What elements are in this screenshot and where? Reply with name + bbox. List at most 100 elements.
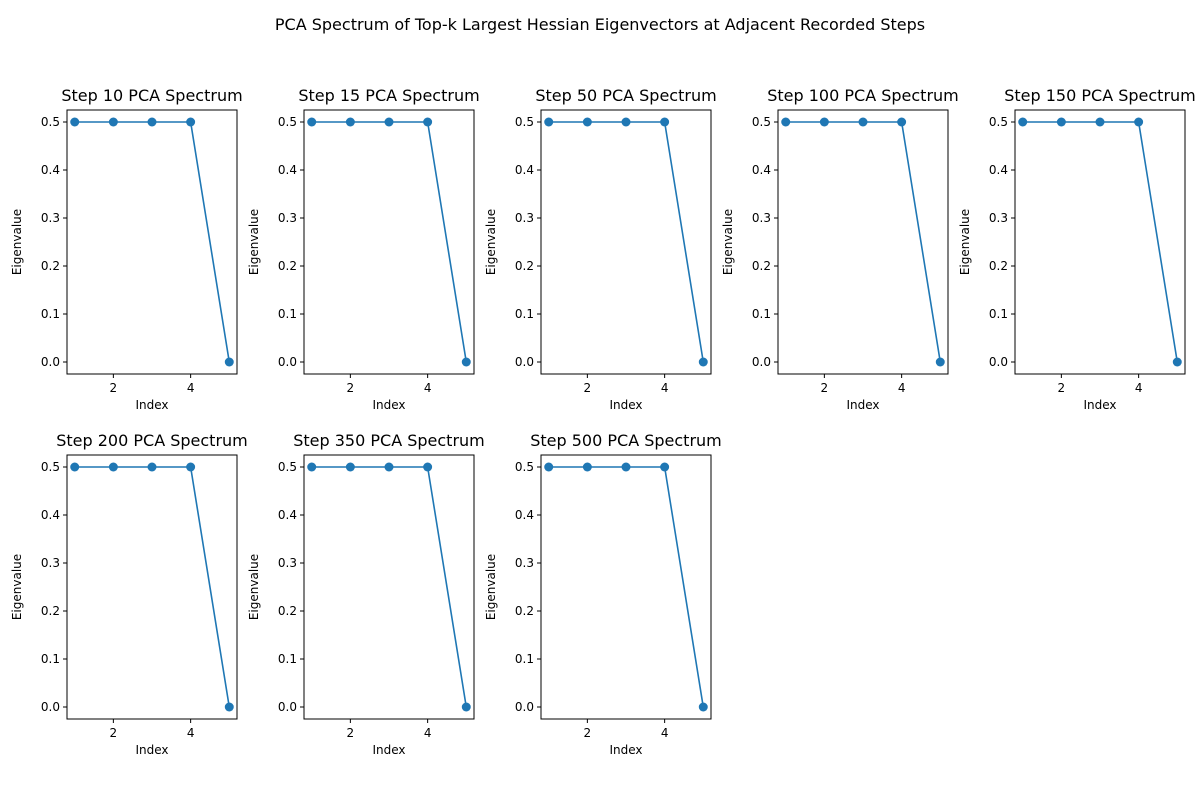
x-axis-label: Index [609,398,642,412]
y-tick-label: 0.2 [41,259,60,273]
axes-frame [1014,109,1186,375]
data-point [582,462,592,472]
data-point [224,357,234,367]
y-tick-label: 0.2 [752,259,771,273]
x-tick-label: 2 [347,726,355,740]
y-tick-label: 0.0 [41,355,60,369]
data-point [544,462,554,472]
data-point [461,702,471,712]
y-axis-label: Eigenvalue [247,554,261,620]
subplot-5: Step 150 PCA Spectrum 2 4 0.0 0.1 0.2 0.3 0.4 0.… [958,86,1196,412]
y-tick-label: 0.3 [41,556,60,570]
subplot-3: Step 50 PCA Spectrum 2 4 0.0 0.1 0.2 0.3 0.4 0.5… [484,86,717,412]
data-point [147,117,157,127]
x-tick-label: 4 [187,381,195,395]
data-point [224,702,234,712]
axes-frame [777,109,949,375]
y-tick-label: 0.0 [278,700,297,714]
y-tick-label: 0.2 [989,259,1008,273]
x-tick-label: 4 [661,381,669,395]
data-point [186,462,196,472]
y-tick-label: 0.3 [278,211,297,225]
x-tick-label: 2 [110,381,118,395]
x-tick-label: 2 [1058,381,1066,395]
data-point [108,462,118,472]
y-tick-label: 0.5 [752,115,771,129]
data-point [621,117,631,127]
data-point [423,462,433,472]
y-axis-label: Eigenvalue [10,554,24,620]
subplot-title: Step 350 PCA Spectrum [293,431,485,450]
data-point [147,462,157,472]
subplot-1: Step 10 PCA Spectrum 2 4 0.0 0.1 0.2 0.3 0.4 0.5… [10,86,243,412]
y-axis-label: Eigenvalue [958,209,972,275]
x-tick-label: 4 [1135,381,1143,395]
data-point [897,117,907,127]
x-tick-label: 4 [661,726,669,740]
data-point [660,462,670,472]
axes-frame [303,109,475,375]
subplot-title: Step 100 PCA Spectrum [767,86,959,105]
subplots-grid: Step 10 PCA Spectrum 2 4 0.0 0.1 0.2 0.3 0.4 0.5… [10,86,1196,757]
y-tick-label: 0.1 [41,652,60,666]
y-tick-label: 0.2 [41,604,60,618]
data-point [70,462,80,472]
y-tick-label: 0.1 [752,307,771,321]
x-axis-label: Index [1083,398,1116,412]
y-tick-label: 0.0 [515,355,534,369]
subplot-title: Step 15 PCA Spectrum [298,86,479,105]
y-tick-label: 0.1 [515,307,534,321]
y-tick-label: 0.4 [278,163,297,177]
y-tick-label: 0.5 [515,115,534,129]
y-tick-label: 0.4 [515,508,534,522]
y-tick-label: 0.5 [41,460,60,474]
y-tick-label: 0.5 [989,115,1008,129]
subplot-2: Step 15 PCA Spectrum 2 4 0.0 0.1 0.2 0.3 0.4 0.5… [247,86,480,412]
x-axis-label: Index [372,743,405,757]
y-tick-label: 0.3 [515,556,534,570]
y-tick-label: 0.0 [41,700,60,714]
x-tick-label: 4 [187,726,195,740]
y-tick-label: 0.1 [41,307,60,321]
y-tick-label: 0.0 [752,355,771,369]
y-axis-label: Eigenvalue [721,209,735,275]
data-point [1134,117,1144,127]
axes-frame [66,454,238,720]
x-axis-label: Index [372,398,405,412]
subplot-6: Step 200 PCA Spectrum 2 4 0.0 0.1 0.2 0.3 0.4 0.… [10,431,248,757]
x-tick-label: 4 [424,726,432,740]
data-point [384,117,394,127]
data-point [70,117,80,127]
data-point [186,117,196,127]
subplot-title: Step 50 PCA Spectrum [535,86,716,105]
data-point [781,117,791,127]
axes-frame [66,109,238,375]
x-tick-label: 2 [110,726,118,740]
data-point [345,117,355,127]
x-axis-label: Index [846,398,879,412]
data-point [461,357,471,367]
data-point [1018,117,1028,127]
y-tick-label: 0.0 [515,700,534,714]
data-point [345,462,355,472]
subplot-8: Step 500 PCA Spectrum 2 4 0.0 0.1 0.2 0.3 0.4 0.… [484,431,722,757]
y-tick-label: 0.5 [515,460,534,474]
y-tick-label: 0.4 [41,163,60,177]
y-tick-label: 0.2 [278,259,297,273]
y-tick-label: 0.4 [278,508,297,522]
x-tick-label: 2 [584,381,592,395]
y-tick-label: 0.2 [515,604,534,618]
y-tick-label: 0.0 [278,355,297,369]
y-tick-label: 0.3 [989,211,1008,225]
x-tick-label: 4 [898,381,906,395]
data-point [108,117,118,127]
x-tick-label: 2 [347,381,355,395]
subplot-title: Step 500 PCA Spectrum [530,431,722,450]
y-tick-label: 0.3 [278,556,297,570]
data-point [819,117,829,127]
y-tick-label: 0.5 [41,115,60,129]
y-tick-label: 0.5 [278,460,297,474]
axes-frame [303,454,475,720]
axes-frame [540,454,712,720]
